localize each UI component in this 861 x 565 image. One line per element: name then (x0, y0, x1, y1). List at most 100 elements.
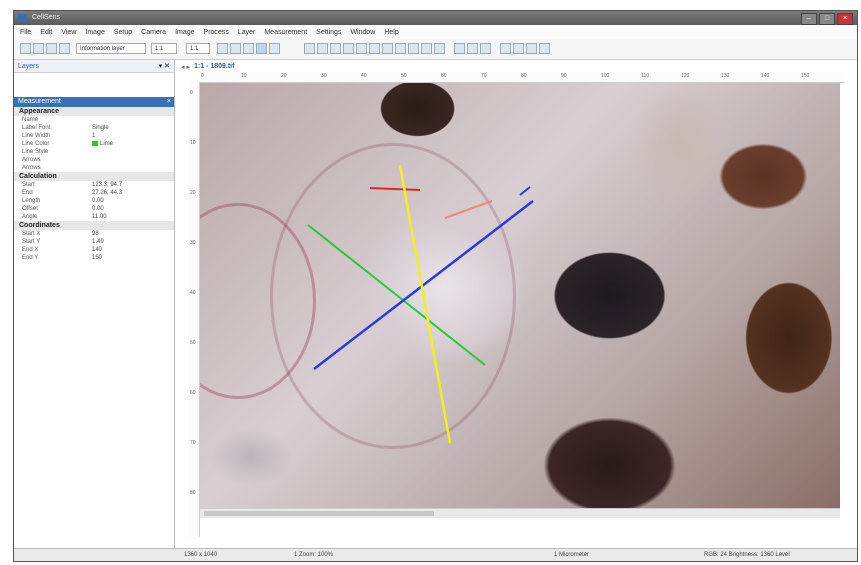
property-row[interactable]: Line Color Lime (14, 140, 174, 148)
pin-icon[interactable]: ▾ ✕ (158, 63, 170, 70)
app-icon (18, 14, 27, 22)
property-value: Lime (92, 140, 174, 148)
ruler-tick-label: 0 (190, 90, 193, 96)
menu-item-layer[interactable]: Layer (237, 28, 256, 36)
pan-icon[interactable] (243, 43, 254, 54)
ruler-tick-label: 70 (190, 440, 196, 446)
measure-icon[interactable] (500, 43, 511, 54)
measurement-line-green[interactable] (307, 224, 486, 366)
table-icon[interactable] (467, 43, 478, 54)
ruler-tick-label: 90 (561, 73, 567, 79)
ruler-tick-label: 30 (321, 73, 327, 79)
property-row[interactable]: End 27.26; 44.3 (14, 189, 174, 197)
horizontal-scrollbar[interactable] (200, 508, 840, 518)
menu-item-image[interactable]: Image (85, 28, 105, 36)
property-value (92, 164, 174, 172)
export-icon[interactable] (59, 43, 70, 54)
menu-item-setup[interactable]: Setup (113, 28, 133, 36)
property-row[interactable]: Angle 11.00 (14, 213, 174, 221)
menu-item-window[interactable]: Window (350, 28, 376, 36)
arrow-tool-icon[interactable] (395, 43, 406, 54)
angle-tool-icon[interactable] (330, 43, 341, 54)
document-tab[interactable]: ◂ ▸ 1:1 - 1809.tif (181, 61, 234, 72)
menu-item-file[interactable]: File (20, 28, 32, 36)
menu-item-settings[interactable]: Settings (316, 28, 342, 36)
property-row[interactable]: Label Font Single (14, 124, 174, 132)
property-row[interactable]: End X 140 (14, 246, 174, 254)
property-row[interactable]: Start 123.3; 94.7 (14, 181, 174, 189)
property-category[interactable]: Coordinates (14, 221, 174, 230)
settings-icon[interactable] (513, 43, 524, 54)
ruler-tick-label: 20 (281, 73, 287, 79)
close-button[interactable]: × (837, 13, 853, 25)
zoom-select[interactable]: 1:1 (151, 43, 177, 54)
property-value: 11.00 (92, 214, 107, 220)
property-row[interactable]: Start Y 1.49 (14, 238, 174, 246)
ruler-tick-label: 0 (201, 73, 204, 79)
open-icon[interactable] (20, 43, 31, 54)
line-tool-icon[interactable] (304, 43, 315, 54)
rectangle-tool-icon[interactable] (343, 43, 354, 54)
property-category[interactable]: Calculation (14, 172, 174, 181)
property-row[interactable]: End Y 150 (14, 254, 174, 262)
property-row[interactable]: Start X 98 (14, 230, 174, 238)
window-title: CellSens (32, 14, 61, 21)
menu-item-process[interactable]: Process (203, 28, 229, 36)
panel-close-icon[interactable]: × (166, 98, 171, 105)
scale-bar-icon[interactable] (434, 43, 445, 54)
property-row[interactable]: Arrows (14, 156, 174, 164)
menu-item-camera[interactable]: Camera (141, 28, 167, 36)
property-row[interactable]: Name (14, 116, 174, 124)
layer-icon[interactable] (454, 43, 465, 54)
menu-item-view[interactable]: View (61, 28, 77, 36)
undo-icon[interactable] (269, 43, 280, 54)
zoom-out-icon[interactable] (230, 43, 241, 54)
polyline-tool-icon[interactable] (317, 43, 328, 54)
panel-title-label: Measurement (18, 98, 61, 105)
property-row[interactable]: Line Style (14, 148, 174, 156)
color-icon[interactable] (480, 43, 491, 54)
delete-icon[interactable] (526, 43, 537, 54)
property-key: Angle (22, 214, 38, 220)
document-tab-label: 1:1 - 1809.tif (193, 63, 235, 70)
maximize-button[interactable]: □ (819, 13, 835, 25)
property-row[interactable]: Arrows (14, 164, 174, 172)
save-icon[interactable] (33, 43, 44, 54)
minimize-button[interactable]: – (801, 13, 817, 25)
sidebar-header-label: Layers (18, 62, 40, 70)
scroll-thumb[interactable] (204, 511, 434, 516)
magic-wand-icon[interactable] (421, 43, 432, 54)
menu-item-measurement[interactable]: Measurement (264, 28, 308, 36)
select-pointer-icon[interactable] (256, 43, 267, 54)
measurement-line-red-2[interactable] (444, 200, 493, 219)
menu-item-edit[interactable]: Edit (40, 28, 53, 36)
zoom-in-icon[interactable] (217, 43, 228, 54)
property-grid: Appearance Name Label Font Single Line Width… (14, 107, 174, 262)
property-category[interactable]: Appearance (14, 107, 174, 116)
menu-item-image[interactable]: Image (175, 28, 195, 36)
property-value (92, 116, 174, 124)
text-tool-icon[interactable] (382, 43, 393, 54)
menu-item-help[interactable]: Help (384, 28, 399, 36)
merge-icon[interactable] (539, 43, 550, 54)
nav-arrows-icon[interactable]: ◂ ▸ (181, 63, 190, 71)
color-swatch (92, 140, 98, 146)
polygon-tool-icon[interactable] (369, 43, 380, 54)
measurement-line-yellow[interactable] (398, 164, 452, 444)
micrograph-image[interactable] (200, 83, 840, 508)
property-row[interactable]: Offset 0.00 (14, 205, 174, 213)
title-bar[interactable]: CellSens – □ × (14, 11, 857, 25)
measurement-line-red[interactable] (369, 187, 421, 191)
layer-mode-select[interactable]: Information layer (76, 43, 146, 54)
window-controls: – □ × (801, 13, 853, 25)
property-key: Line Color (22, 141, 50, 147)
property-row[interactable]: Length 0.00 (14, 197, 174, 205)
ellipse-tool-icon[interactable] (356, 43, 367, 54)
property-row[interactable]: Line Width 1 (14, 132, 174, 140)
print-icon[interactable] (46, 43, 57, 54)
scale-select[interactable]: 1:1 (186, 43, 210, 54)
ruler-tick-label: 10 (190, 140, 196, 146)
interpolated-polygon-icon[interactable] (408, 43, 419, 54)
measurement-line-blue-tail[interactable] (519, 186, 531, 196)
measurement-line-blue[interactable] (313, 200, 534, 370)
